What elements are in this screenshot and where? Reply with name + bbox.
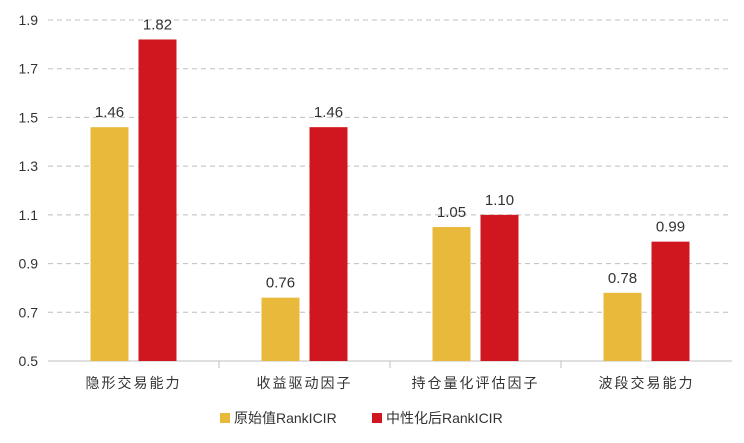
y-tick-label: 1.3 (19, 158, 39, 174)
data-labels: 1.46 1.82 0.76 1.46 1.05 1.10 0.78 0.99 (95, 16, 685, 291)
x-category-label: 收益驱动因子 (257, 375, 353, 391)
y-tick-label: 1.5 (19, 109, 39, 125)
bar-original (432, 227, 471, 361)
legend-label: 原始值RankICIR (234, 410, 337, 426)
bar-neutralized (651, 241, 690, 361)
y-tick-label: 1.1 (19, 207, 39, 223)
x-category-label: 持仓量化评估因子 (412, 375, 540, 391)
bar-neutralized (138, 39, 177, 361)
legend: 原始值RankICIR 中性化后RankICIR (220, 410, 503, 426)
bars (90, 39, 690, 362)
bar-neutralized (480, 214, 519, 361)
bar-neutralized (309, 127, 348, 362)
legend-swatch (372, 413, 382, 423)
axes: 0.5 0.7 0.9 1.1 1.3 1.5 1.7 1.9 隐形交易能力 收益驱动因子 持仓量化… (19, 12, 732, 391)
x-category-label: 隐形交易能力 (86, 375, 182, 391)
data-label: 0.78 (608, 270, 637, 287)
y-tick-label: 1.9 (19, 12, 39, 28)
legend-swatch (220, 413, 230, 423)
bar-original (603, 292, 642, 361)
data-label: 1.82 (143, 16, 172, 33)
data-label: 1.10 (485, 192, 514, 209)
y-tick-label: 0.5 (19, 353, 39, 369)
y-tick-label: 0.9 (19, 256, 39, 272)
data-label: 0.76 (266, 275, 295, 292)
data-label: 1.46 (314, 104, 343, 121)
bar-original (90, 127, 129, 362)
y-tick-label: 1.7 (19, 61, 39, 77)
legend-label: 中性化后RankICIR (386, 410, 503, 426)
gridlines (48, 19, 732, 313)
x-category-label: 波段交易能力 (599, 375, 695, 391)
y-tick-label: 0.7 (19, 304, 39, 320)
data-label: 1.46 (95, 104, 124, 121)
data-label: 1.05 (437, 204, 466, 221)
data-label: 0.99 (656, 219, 685, 236)
bar-original (261, 297, 300, 361)
